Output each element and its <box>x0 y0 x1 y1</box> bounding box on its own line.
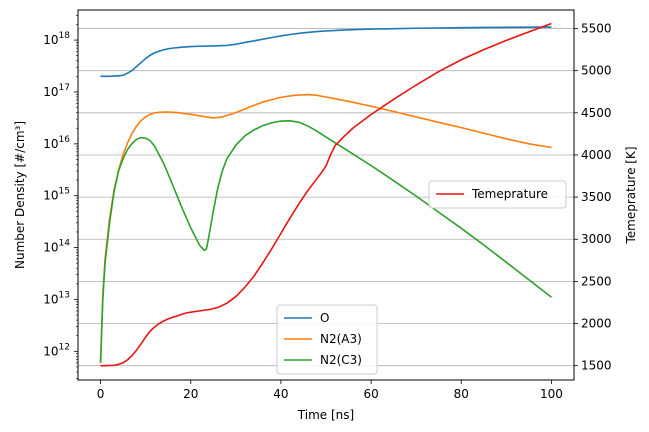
legend-label: N2(C3) <box>320 353 362 367</box>
right-tick-label: 2500 <box>581 274 612 288</box>
x-axis-title: Time [ns] <box>297 408 354 422</box>
series-line-n2-c3- <box>99 119 552 363</box>
x-tick-label: 60 <box>363 387 378 401</box>
left-tick-label: 1015 <box>43 187 70 203</box>
right-tick-label: 4000 <box>581 148 612 162</box>
series-line-temeprature <box>100 22 552 367</box>
right-tick-label: 3000 <box>581 232 612 246</box>
x-tick-label: 80 <box>454 387 469 401</box>
left-tick-label: 1017 <box>43 83 70 99</box>
right-axis-title: Temeprature [K] <box>624 146 638 244</box>
left-axis-title: Number Density [#/cm³] <box>13 121 27 269</box>
legend-density: O N2(A3) N2(C3) <box>276 304 378 375</box>
legend-label: Temeprature <box>471 187 548 201</box>
x-tick-label: 40 <box>273 387 288 401</box>
legend-box <box>276 304 378 375</box>
x-axis-ticks: 0 20 40 60 80 100 <box>97 380 563 401</box>
right-tick-label: 2000 <box>581 317 612 331</box>
series-line-n2-a3- <box>99 93 552 363</box>
left-axis-ticks: 1012 1013 1014 1015 1016 1017 1018 <box>43 15 78 379</box>
series-line-o <box>100 26 552 78</box>
plot-frame <box>77 9 575 381</box>
series-layer <box>99 22 552 367</box>
legend-temperature: Temeprature <box>428 180 567 209</box>
left-tick-label: 1014 <box>43 239 70 255</box>
x-tick-label: 0 <box>97 387 105 401</box>
legend-label: N2(A3) <box>320 332 362 346</box>
left-tick-label: 1016 <box>43 135 70 151</box>
right-tick-label: 4500 <box>581 106 612 120</box>
right-tick-label: 3500 <box>581 190 612 204</box>
x-tick-label: 20 <box>183 387 198 401</box>
legend-label: O <box>320 311 329 325</box>
left-tick-label: 1013 <box>43 290 70 306</box>
left-tick-label: 1018 <box>43 31 70 47</box>
right-axis-ticks: 1500 2000 2500 3000 3500 4000 4500 5000 5500 <box>574 22 612 373</box>
right-tick-label: 5000 <box>581 64 612 78</box>
x-tick-label: 100 <box>540 387 563 401</box>
legend-box <box>428 180 567 209</box>
right-tick-label: 1500 <box>581 359 612 373</box>
right-tick-label: 5500 <box>581 22 612 36</box>
left-tick-label: 1012 <box>43 342 70 358</box>
